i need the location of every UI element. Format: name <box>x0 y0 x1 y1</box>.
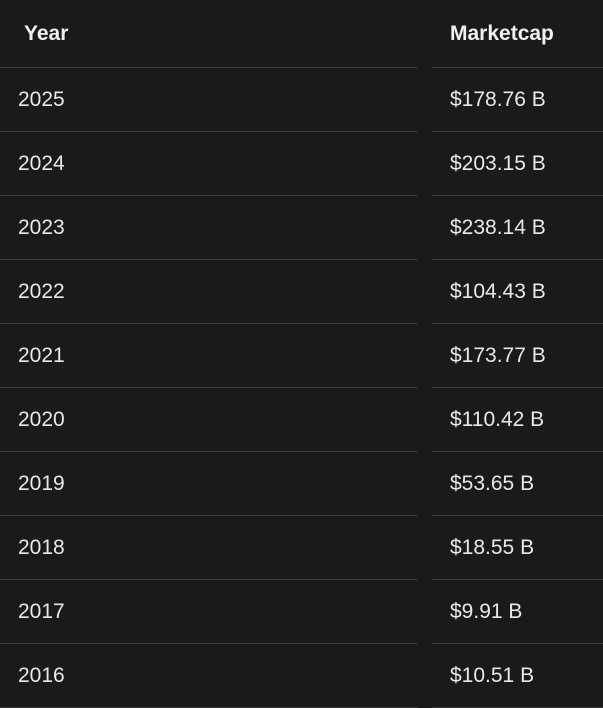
table-row: 2022 $104.43 B <box>0 260 603 324</box>
column-gap <box>418 260 432 324</box>
cell-marketcap: $173.77 B <box>432 324 603 388</box>
cell-year: 2017 <box>0 580 418 644</box>
column-gap <box>418 388 432 452</box>
header-marketcap: Marketcap <box>432 0 603 68</box>
table-header: Year Marketcap <box>0 0 603 68</box>
table-row: 2017 $9.91 B <box>0 580 603 644</box>
table-body: 2025 $178.76 B 2024 $203.15 B 2023 $238.… <box>0 68 603 708</box>
column-gap <box>418 68 432 132</box>
cell-marketcap: $104.43 B <box>432 260 603 324</box>
cell-year: 2016 <box>0 644 418 708</box>
cell-marketcap: $18.55 B <box>432 516 603 580</box>
column-gap <box>418 132 432 196</box>
table-row: 2023 $238.14 B <box>0 196 603 260</box>
column-gap <box>418 0 432 68</box>
cell-marketcap: $9.91 B <box>432 580 603 644</box>
cell-marketcap: $10.51 B <box>432 644 603 708</box>
table-row: 2021 $173.77 B <box>0 324 603 388</box>
cell-marketcap: $178.76 B <box>432 68 603 132</box>
cell-marketcap: $110.42 B <box>432 388 603 452</box>
table-row: 2019 $53.65 B <box>0 452 603 516</box>
cell-marketcap: $53.65 B <box>432 452 603 516</box>
cell-year: 2019 <box>0 452 418 516</box>
column-gap <box>418 644 432 708</box>
column-gap <box>418 580 432 644</box>
cell-marketcap: $238.14 B <box>432 196 603 260</box>
table-row: 2025 $178.76 B <box>0 68 603 132</box>
table-row: 2018 $18.55 B <box>0 516 603 580</box>
table-row: 2016 $10.51 B <box>0 644 603 708</box>
column-gap <box>418 196 432 260</box>
cell-year: 2022 <box>0 260 418 324</box>
table-row: 2024 $203.15 B <box>0 132 603 196</box>
cell-marketcap: $203.15 B <box>432 132 603 196</box>
cell-year: 2024 <box>0 132 418 196</box>
column-gap <box>418 516 432 580</box>
cell-year: 2018 <box>0 516 418 580</box>
cell-year: 2025 <box>0 68 418 132</box>
cell-year: 2020 <box>0 388 418 452</box>
column-gap <box>418 324 432 388</box>
cell-year: 2021 <box>0 324 418 388</box>
header-row: Year Marketcap <box>0 0 603 68</box>
header-year: Year <box>0 0 418 68</box>
table-row: 2020 $110.42 B <box>0 388 603 452</box>
cell-year: 2023 <box>0 196 418 260</box>
column-gap <box>418 452 432 516</box>
marketcap-table: Year Marketcap 2025 $178.76 B 2024 $203.… <box>0 0 603 708</box>
